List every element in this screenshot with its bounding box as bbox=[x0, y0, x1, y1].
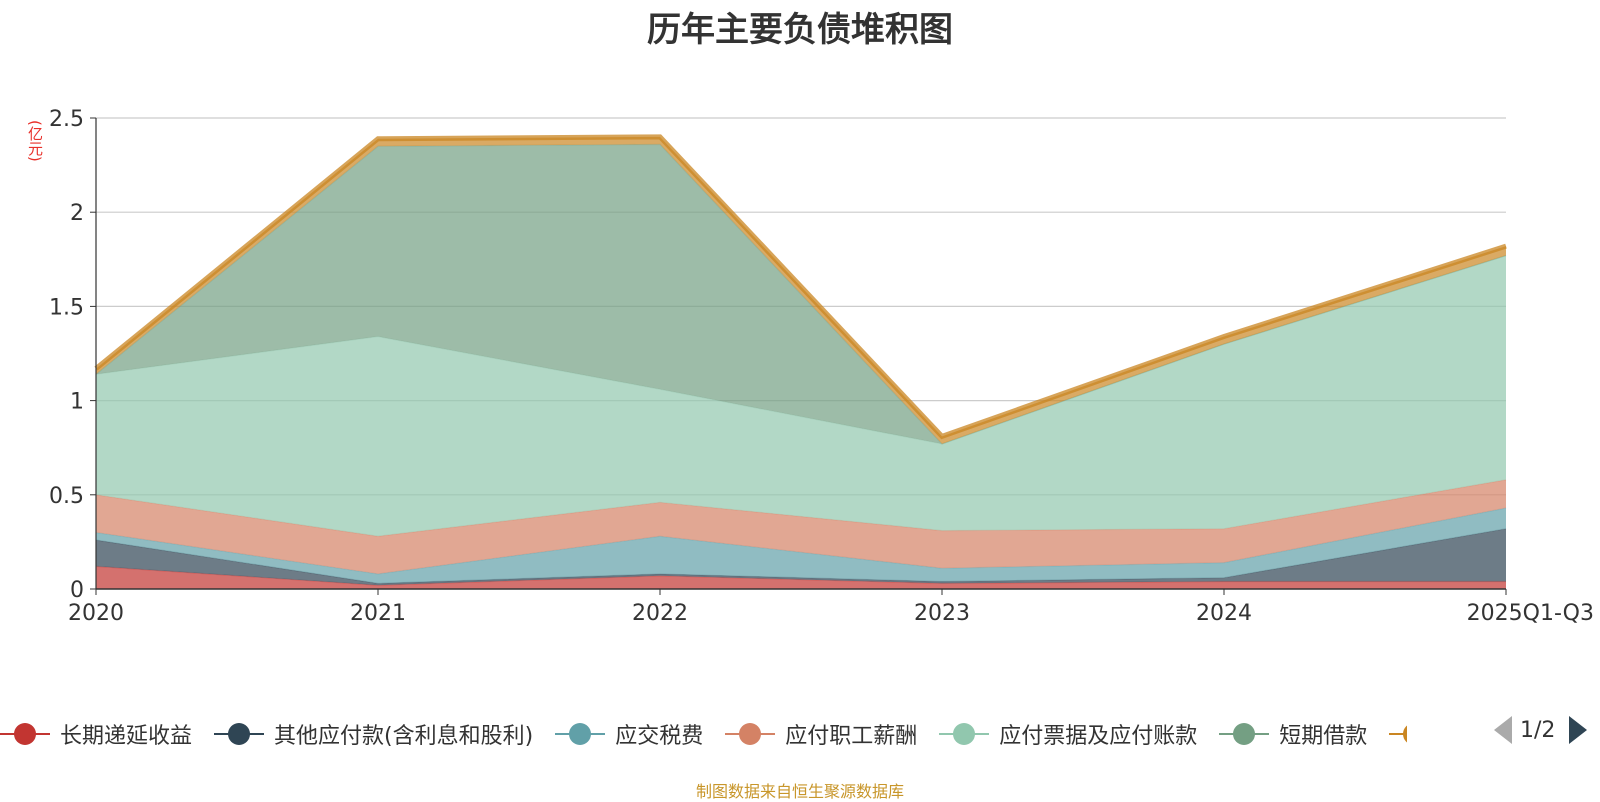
legend-item-5[interactable]: 短期借款 bbox=[1219, 718, 1367, 750]
source-note: 制图数据来自恒生聚源数据库 bbox=[695, 782, 904, 801]
legend-marker-icon bbox=[0, 722, 50, 746]
legend-marker-icon bbox=[555, 722, 606, 746]
legend-marker-icon bbox=[939, 722, 990, 746]
x-tick-label: 2020 bbox=[68, 601, 124, 626]
x-tick-label: 2023 bbox=[914, 601, 970, 626]
legend-label: 应付职工薪酬 bbox=[785, 724, 918, 749]
legend-next-icon[interactable] bbox=[1569, 716, 1588, 744]
area-series-3[interactable] bbox=[96, 479, 1506, 574]
area-series-1[interactable] bbox=[96, 528, 1506, 586]
legend-marker-icon bbox=[725, 722, 776, 746]
y-tick-label: 1 bbox=[70, 390, 84, 415]
legend-label: 应交税费 bbox=[615, 724, 704, 749]
legend-label: 应付票据及应付账款 bbox=[999, 724, 1198, 749]
chart-legend: 长期递延收益 其他应付款(含利息和股利) 应交税费 应付职工薪酬 应付票据及应付账款 短期… bbox=[0, 716, 1417, 752]
x-tick-label: 2022 bbox=[632, 601, 688, 626]
legend-item-3[interactable]: 应付职工薪酬 bbox=[725, 718, 917, 750]
area-series-0[interactable] bbox=[96, 566, 1506, 589]
legend-item-0[interactable]: 长期递延收益 bbox=[0, 718, 192, 750]
chart-title: 历年主要负债堆积图 bbox=[647, 10, 953, 50]
legend-item-1[interactable]: 其他应付款(含利息和股利) bbox=[214, 718, 533, 750]
y-tick-label: 1.5 bbox=[49, 295, 84, 320]
area-series-2[interactable] bbox=[96, 507, 1506, 584]
y-tick-label: 2 bbox=[70, 201, 84, 226]
legend-marker-icon bbox=[1219, 722, 1270, 746]
area-series-4[interactable] bbox=[96, 255, 1506, 537]
legend-item-4[interactable]: 应付票据及应付账款 bbox=[939, 718, 1197, 750]
legend-marker-icon bbox=[1389, 722, 1408, 746]
legend-label: 其他应付款(含利息和股利) bbox=[274, 724, 534, 749]
x-tick-label: 2024 bbox=[1196, 601, 1252, 626]
legend-marker-icon bbox=[214, 722, 265, 746]
legend-prev-icon[interactable] bbox=[1494, 716, 1512, 744]
y-tick-label: 0 bbox=[70, 578, 84, 603]
series-line-6 bbox=[94, 134, 1507, 440]
y-tick-label: 2.5 bbox=[49, 107, 84, 132]
y-axis-unit-label: (亿元) bbox=[26, 120, 44, 162]
legend-label: 长期递延收益 bbox=[60, 724, 193, 749]
legend-label: 短期借款 bbox=[1279, 724, 1368, 749]
legend-page-indicator: 1/2 bbox=[1520, 717, 1556, 743]
y-tick-label: 0.5 bbox=[49, 484, 84, 509]
legend-pager: 1/2 bbox=[1494, 716, 1588, 744]
x-tick-label: 2021 bbox=[350, 601, 406, 626]
legend-item-2[interactable]: 应交税费 bbox=[555, 718, 703, 750]
area-series-5[interactable] bbox=[96, 144, 1506, 444]
x-tick-label: 2025Q1-Q3 bbox=[1467, 601, 1594, 626]
area-series-6[interactable] bbox=[96, 136, 1506, 444]
